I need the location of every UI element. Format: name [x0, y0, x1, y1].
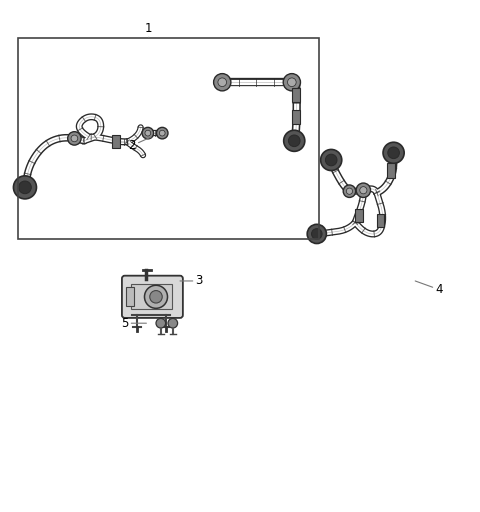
Circle shape: [168, 318, 178, 328]
Circle shape: [284, 130, 305, 152]
Bar: [18, 37, 319, 239]
Circle shape: [360, 187, 367, 194]
Circle shape: [307, 224, 326, 244]
Text: 1: 1: [145, 22, 153, 37]
Circle shape: [312, 229, 322, 239]
Bar: [377, 214, 384, 227]
Circle shape: [218, 78, 227, 87]
Bar: [131, 284, 172, 309]
Circle shape: [321, 150, 342, 170]
Circle shape: [156, 318, 166, 328]
Bar: [387, 163, 395, 178]
Circle shape: [71, 135, 78, 142]
Bar: [126, 287, 134, 306]
FancyBboxPatch shape: [122, 275, 183, 318]
Circle shape: [156, 127, 168, 139]
Circle shape: [68, 132, 81, 145]
Bar: [112, 135, 120, 147]
Circle shape: [288, 78, 296, 87]
Circle shape: [346, 188, 352, 195]
Text: 5: 5: [121, 317, 146, 330]
Circle shape: [19, 181, 31, 194]
Circle shape: [325, 154, 337, 166]
Circle shape: [159, 130, 165, 136]
Bar: [355, 209, 363, 222]
Circle shape: [142, 127, 154, 139]
Circle shape: [144, 285, 168, 308]
Circle shape: [283, 74, 300, 91]
Circle shape: [214, 74, 231, 91]
Circle shape: [288, 135, 300, 146]
Text: 4: 4: [415, 281, 443, 296]
Circle shape: [150, 291, 162, 303]
Bar: [292, 110, 300, 124]
Circle shape: [356, 183, 371, 198]
Circle shape: [343, 185, 356, 198]
Text: 2: 2: [128, 137, 151, 152]
Bar: [292, 88, 300, 102]
Circle shape: [383, 142, 404, 163]
Circle shape: [145, 130, 151, 136]
Circle shape: [388, 147, 399, 159]
Text: 3: 3: [180, 274, 203, 287]
Circle shape: [13, 176, 36, 199]
